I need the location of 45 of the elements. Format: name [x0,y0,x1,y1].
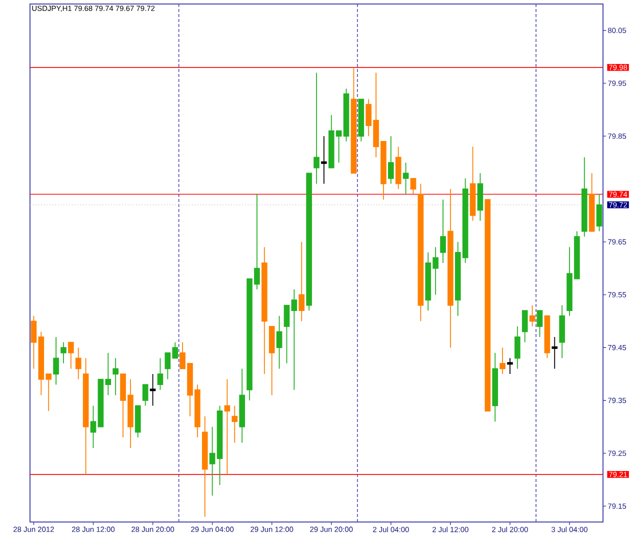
candlestick [596,194,602,232]
candlestick [559,304,565,359]
candlestick [588,172,595,232]
candlestick [440,199,446,264]
candlestick [410,178,416,195]
candlestick [268,326,275,396]
candlestick [291,288,298,390]
candlestick [202,416,208,518]
candlestick [350,66,357,174]
candlestick [514,326,520,370]
candlestick [134,405,141,438]
candlestick [298,241,305,322]
candlestick [544,315,550,359]
candlestick [507,358,513,374]
candlestick [142,384,148,406]
candlestick [209,426,216,496]
candlestick [262,246,268,374]
candlestick [216,405,223,486]
candlestick [448,188,454,348]
candlestick [358,98,364,142]
candlestick [418,183,424,322]
candlestick [484,199,491,412]
candlestick [82,358,89,475]
candlestick [388,136,394,184]
candlestick [314,72,320,184]
candlestick [68,342,74,370]
candlestick [343,88,350,142]
candlestick [60,342,66,364]
candlestick [492,352,498,422]
candlestick [232,405,238,444]
candlestick [581,156,588,238]
candlestick [522,310,528,343]
candlestick [306,172,312,312]
candlestick [552,336,558,370]
candlestick [395,146,402,190]
candlestick [224,378,230,475]
candlestick [477,172,484,222]
candlestick [75,347,82,380]
candlestick [536,310,543,338]
candlestick [112,358,118,396]
candlestick [239,368,245,444]
candlestick [53,336,59,386]
candlestick [529,304,536,327]
candlestick [500,347,506,374]
candlestick [321,136,327,184]
